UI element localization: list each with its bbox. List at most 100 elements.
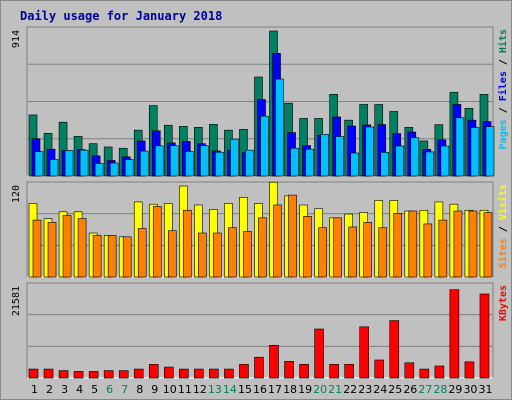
bar-pages-day-29 bbox=[455, 117, 465, 177]
day-label: 19 bbox=[298, 383, 312, 396]
bar-kbytes-day-26 bbox=[404, 362, 415, 379]
bar-pages-day-31 bbox=[485, 126, 495, 177]
bar-pages-day-3 bbox=[64, 150, 74, 177]
bar-pages-day-20 bbox=[320, 133, 329, 177]
bar-kbytes-day-9 bbox=[148, 364, 159, 379]
bar-sites-day-14 bbox=[228, 227, 237, 278]
bar-kbytes-day-8 bbox=[133, 368, 144, 379]
bar-sites-day-26 bbox=[408, 210, 418, 278]
day-label: 7 bbox=[121, 383, 128, 396]
bar-sites-day-23 bbox=[363, 222, 373, 278]
bar-sites-day-17 bbox=[273, 204, 282, 278]
day-label: 4 bbox=[76, 383, 83, 396]
panel-kbytes-max-label: 21581 bbox=[11, 286, 22, 316]
bar-sites-day-7 bbox=[122, 236, 132, 278]
day-label: 22 bbox=[343, 383, 357, 396]
bar-kbytes-day-29 bbox=[449, 289, 460, 379]
bar-sites-day-10 bbox=[167, 230, 177, 278]
bar-pages-day-9 bbox=[154, 145, 164, 177]
bar-sites-day-22 bbox=[348, 226, 357, 278]
bar-kbytes-day-12 bbox=[194, 368, 204, 379]
bar-kbytes-day-3 bbox=[58, 370, 69, 379]
legend-entry: Files bbox=[497, 71, 509, 101]
bar-sites-day-27 bbox=[423, 223, 433, 278]
bar-sites-day-6 bbox=[107, 234, 117, 278]
bar-pages-day-17 bbox=[275, 78, 284, 177]
bar-pages-day-13 bbox=[215, 151, 224, 177]
bar-sites-day-31 bbox=[483, 212, 493, 278]
chart-title: Daily usage for January 2018 bbox=[20, 9, 222, 23]
day-label: 31 bbox=[478, 383, 492, 396]
day-label: 28 bbox=[433, 383, 447, 396]
bar-kbytes-day-28 bbox=[434, 365, 445, 379]
day-label: 21 bbox=[328, 383, 342, 396]
legend-entry: Sites bbox=[497, 238, 509, 268]
day-label: 16 bbox=[253, 383, 267, 396]
bar-kbytes-day-4 bbox=[73, 371, 84, 379]
legend-entry: Hits bbox=[497, 29, 509, 53]
bar-kbytes-day-31 bbox=[479, 293, 490, 379]
day-label: 10 bbox=[163, 383, 177, 396]
bar-kbytes-day-17 bbox=[269, 344, 279, 379]
bar-pages-day-25 bbox=[395, 145, 405, 177]
bar-pages-day-23 bbox=[365, 126, 375, 177]
bar-kbytes-day-2 bbox=[43, 368, 54, 379]
day-label: 2 bbox=[46, 383, 53, 396]
day-label: 26 bbox=[403, 383, 417, 396]
bar-sites-day-12 bbox=[198, 232, 207, 278]
legend-entry: Visits bbox=[497, 184, 509, 220]
day-label: 5 bbox=[91, 383, 98, 396]
day-label: 11 bbox=[178, 383, 192, 396]
bar-kbytes-day-10 bbox=[163, 366, 174, 379]
bar-kbytes-day-19 bbox=[299, 364, 309, 379]
bar-kbytes-day-27 bbox=[419, 368, 430, 379]
bar-sites-day-19 bbox=[303, 216, 312, 278]
bar-kbytes-day-23 bbox=[359, 326, 370, 379]
day-label: 25 bbox=[388, 383, 402, 396]
day-label: 20 bbox=[313, 383, 327, 396]
bar-sites-day-4 bbox=[77, 218, 87, 278]
bar-pages-day-22 bbox=[350, 152, 359, 177]
bar-sites-day-29 bbox=[453, 210, 463, 278]
bar-pages-day-24 bbox=[380, 152, 390, 177]
legend-entry: Pages bbox=[498, 119, 509, 149]
panel-visits-sites-legend: Sites / Visits bbox=[497, 184, 509, 268]
day-label: 29 bbox=[448, 383, 462, 396]
bar-pages-day-15 bbox=[245, 149, 254, 177]
bar-kbytes-day-11 bbox=[179, 368, 189, 379]
panel-kbytes-legend: KBytes bbox=[498, 285, 509, 321]
day-label: 27 bbox=[418, 383, 432, 396]
bar-kbytes-day-22 bbox=[344, 364, 354, 379]
day-label: 6 bbox=[106, 383, 113, 396]
day-label: 23 bbox=[358, 383, 372, 396]
bar-pages-day-26 bbox=[410, 137, 420, 177]
day-label: 14 bbox=[223, 383, 237, 396]
bar-sites-day-18 bbox=[288, 194, 297, 278]
bar-pages-day-6 bbox=[109, 162, 119, 177]
bar-sites-day-15 bbox=[243, 231, 252, 278]
bar-kbytes-day-5 bbox=[88, 371, 99, 379]
bar-pages-day-5 bbox=[94, 163, 104, 177]
bar-kbytes-day-13 bbox=[209, 368, 219, 379]
panel-hits-files-pages-max-label: 914 bbox=[11, 30, 22, 48]
day-label: 9 bbox=[151, 383, 158, 396]
bar-pages-day-4 bbox=[79, 149, 89, 177]
day-label: 1 bbox=[31, 383, 38, 396]
bar-kbytes-day-6 bbox=[103, 370, 114, 379]
bar-kbytes-day-25 bbox=[389, 320, 400, 379]
bar-pages-day-16 bbox=[260, 115, 269, 177]
bar-pages-day-12 bbox=[200, 145, 209, 177]
bar-pages-day-19 bbox=[305, 148, 314, 177]
panel-hits-files-pages-legend: Pages / Files / Hits bbox=[497, 29, 509, 149]
bar-kbytes-day-15 bbox=[239, 364, 249, 379]
bar-kbytes-day-30 bbox=[464, 361, 475, 379]
legend-entry: / bbox=[498, 220, 509, 238]
day-label: 12 bbox=[193, 383, 207, 396]
bar-pages-day-2 bbox=[49, 159, 59, 177]
bar-pages-day-28 bbox=[440, 145, 450, 177]
bar-pages-day-10 bbox=[169, 145, 179, 177]
bar-sites-day-8 bbox=[137, 228, 147, 278]
bar-sites-day-9 bbox=[152, 206, 162, 278]
